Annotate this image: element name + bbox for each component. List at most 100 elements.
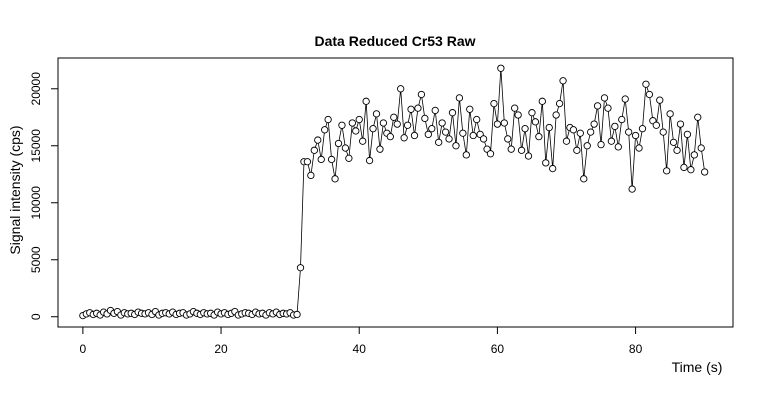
data-point: [379, 119, 388, 127]
data-point: [403, 121, 412, 129]
data-point: [466, 105, 474, 113]
data-point: [673, 146, 681, 154]
data-point: [528, 109, 536, 117]
data-point: [521, 125, 529, 133]
data-point: [452, 142, 460, 150]
data-point: [604, 104, 612, 112]
data-point: [538, 97, 546, 105]
data-point: [625, 128, 633, 136]
x-tick-label: 60: [491, 342, 505, 356]
data-point: [545, 123, 553, 132]
data-point: [607, 137, 616, 145]
data-point: [611, 122, 619, 131]
data-point: [701, 168, 709, 176]
y-tick-label: 20000: [29, 72, 43, 106]
data-point: [576, 129, 584, 137]
data-point: [372, 110, 381, 118]
data-point: [490, 99, 498, 108]
data-point: [324, 115, 332, 124]
data-point: [514, 111, 522, 119]
data-point: [569, 126, 578, 134]
data-point: [697, 144, 705, 152]
data-point: [303, 158, 312, 166]
y-tick-label: 10000: [29, 186, 43, 220]
data-point: [331, 175, 339, 183]
data-point: [507, 145, 515, 153]
data-point: [293, 310, 301, 319]
data-point: [631, 131, 640, 140]
data-point: [690, 151, 698, 159]
data-point: [438, 119, 446, 127]
data-point: [365, 156, 374, 165]
data-point: [400, 134, 408, 142]
y-tick-label: 0: [29, 313, 43, 320]
data-point: [687, 166, 695, 174]
data-point: [580, 175, 588, 183]
x-axis-label: Time (s): [672, 359, 723, 375]
data-point: [676, 120, 685, 128]
data-point: [345, 154, 353, 162]
data-point: [348, 119, 356, 127]
data-point: [549, 164, 557, 173]
data-point: [555, 99, 564, 108]
data-point: [621, 95, 629, 103]
data-point: [352, 127, 360, 135]
y-tick-label: 5000: [29, 246, 43, 273]
data-point: [504, 135, 512, 143]
x-tick-label: 80: [629, 342, 643, 356]
data-point: [683, 130, 692, 139]
data-point: [531, 118, 540, 126]
data-point: [327, 155, 336, 164]
data-point: [656, 96, 664, 104]
data-point: [362, 97, 370, 105]
data-point: [552, 111, 560, 119]
data-point: [424, 130, 432, 139]
data-point: [635, 144, 643, 152]
data-point: [407, 105, 415, 113]
data-point: [397, 85, 405, 93]
data-point: [500, 119, 508, 127]
data-point: [338, 121, 346, 129]
data-point: [369, 125, 377, 133]
data-point: [680, 163, 688, 172]
data-point: [462, 151, 470, 159]
data-point: [441, 128, 450, 136]
x-tick-label: 0: [80, 342, 87, 356]
data-point: [428, 125, 436, 133]
data-point: [583, 142, 591, 150]
data-point: [410, 131, 419, 140]
data-point: [663, 167, 671, 175]
data-point: [645, 90, 654, 99]
data-point: [417, 90, 426, 99]
data-point: [334, 139, 343, 148]
data-point: [573, 146, 581, 154]
x-tick-label: 40: [353, 342, 367, 356]
data-point: [524, 152, 533, 160]
data-point: [562, 137, 571, 145]
data-point: [414, 104, 422, 112]
data-point: [628, 185, 636, 193]
data-point: [597, 140, 605, 149]
data-point: [376, 145, 384, 153]
data-point: [497, 64, 505, 72]
data-point: [435, 138, 443, 146]
data-point: [638, 125, 647, 133]
data-point: [296, 264, 305, 272]
data-point: [341, 144, 350, 152]
data-point: [511, 104, 519, 112]
data-point: [445, 135, 453, 143]
data-point: [310, 146, 318, 154]
y-axis-label: Signal intensity (cps): [7, 125, 23, 254]
data-point: [652, 121, 660, 129]
data-point: [459, 129, 467, 137]
data-point: [535, 132, 543, 141]
data-point: [694, 113, 702, 121]
chart-title: Data Reduced Cr53 Raw: [314, 33, 475, 49]
data-point: [321, 126, 329, 134]
data-point: [314, 136, 322, 144]
data-point: [431, 106, 439, 115]
data-point: [390, 113, 398, 121]
data-point: [473, 115, 481, 124]
